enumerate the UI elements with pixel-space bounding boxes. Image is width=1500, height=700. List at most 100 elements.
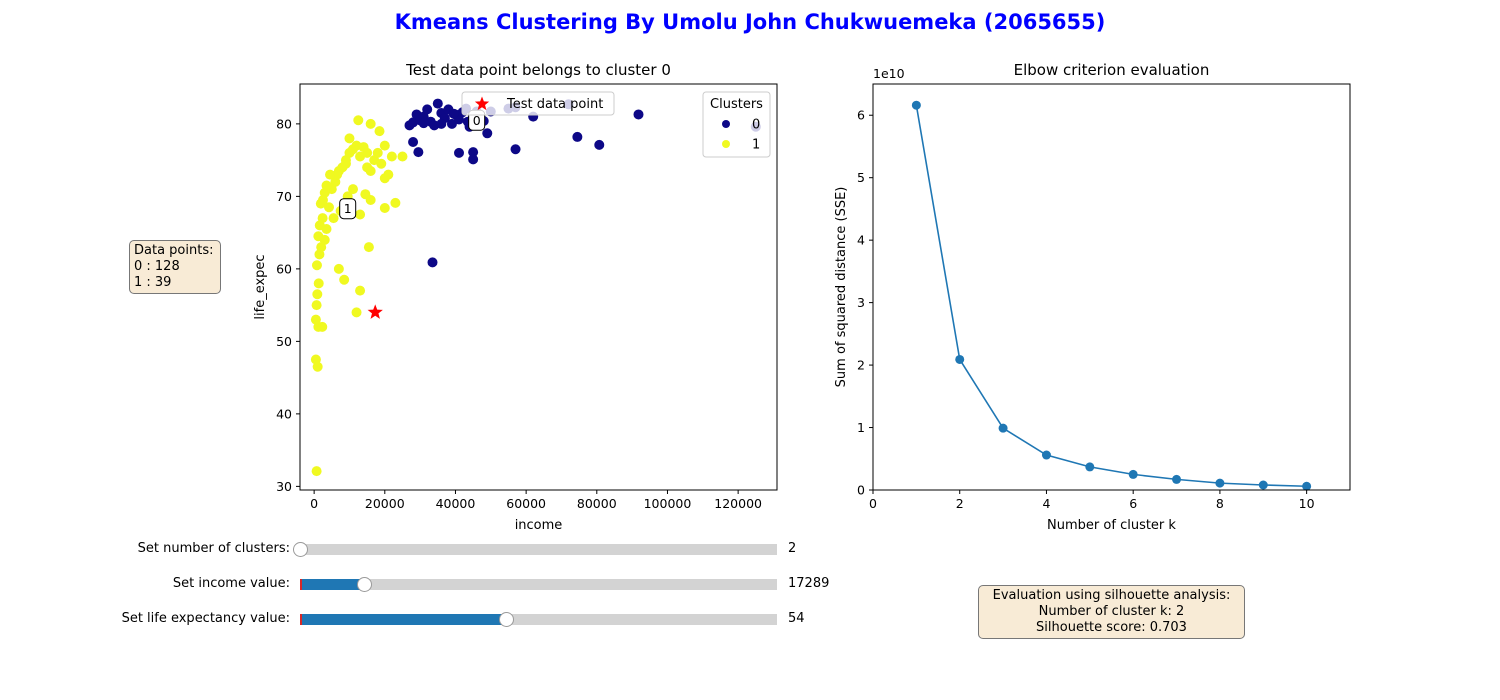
cluster-0-point <box>633 109 644 120</box>
elbow-ytick-label: 6 <box>857 108 865 123</box>
elbow-xtick-label: 4 <box>1042 496 1050 511</box>
cluster-1-point <box>313 278 324 289</box>
cluster-1-point <box>390 197 401 208</box>
cluster-1-point <box>362 147 373 158</box>
cluster-1-point <box>317 213 328 224</box>
scatter-xtick-label: 60000 <box>506 496 546 511</box>
elbow-ytick-label: 2 <box>857 358 865 373</box>
cluster-0-point <box>468 154 479 165</box>
elbow-plot: 0 2 4 6 8 10 0 1 2 3 4 5 6 Elbow criterion evaluation… <box>834 61 1351 533</box>
cluster-0-point <box>468 147 479 158</box>
cluster-1-point <box>379 173 390 184</box>
elbow-xtick-label: 10 <box>1299 496 1315 511</box>
elbow-point <box>1041 450 1051 460</box>
scatter-xtick-label: 120000 <box>714 496 762 511</box>
elbow-title: Elbow criterion evaluation <box>1014 61 1210 79</box>
elbow-ytick-label: 5 <box>857 170 865 185</box>
cluster-1-point <box>321 224 332 234</box>
slider-life-expectancy-value: 54 <box>788 611 805 626</box>
scatter-plot-area: 01 <box>310 98 761 477</box>
cluster-1-point <box>333 263 344 274</box>
cluster-1-point <box>311 466 322 477</box>
cluster-0-point <box>422 104 433 115</box>
elbow-point <box>911 100 921 110</box>
cluster-1-point <box>325 169 336 180</box>
cluster-1-point <box>353 115 364 126</box>
cluster-1-point <box>344 133 355 144</box>
elbow-xtick-label: 8 <box>1216 496 1224 511</box>
cluster-0-point <box>418 118 429 129</box>
centroid-label-0: 0 <box>473 113 481 128</box>
slider-life-expectancy-handle[interactable] <box>499 612 515 627</box>
scatter-ytick-label: 70 <box>276 189 292 204</box>
slider-clusters-label: Set number of clusters: <box>137 541 290 556</box>
silhouette-box: Evaluation using silhouette analysis: Nu… <box>978 585 1245 639</box>
elbow-point <box>1128 469 1138 479</box>
cluster-1-point <box>379 202 390 213</box>
cluster-1-point <box>379 140 390 151</box>
elbow-frame <box>872 83 1351 491</box>
elbow-line <box>915 105 1307 488</box>
data-points-count-1: 1 : 39 <box>134 275 172 290</box>
cluster-1-point <box>376 158 387 169</box>
cluster-0-point <box>454 147 464 158</box>
scatter-xtick-label: 80000 <box>577 496 617 511</box>
elbow-point <box>998 423 1008 433</box>
scatter-ytick-label: 50 <box>276 334 292 349</box>
legend-cluster-0-label: 0 <box>752 118 760 133</box>
cluster-0-point <box>408 137 419 147</box>
slider-life-expectancy-label: Set life expectancy value: <box>121 611 290 626</box>
slider-clusters-track[interactable] <box>293 542 777 557</box>
silhouette-k: Number of cluster k: 2 <box>1038 604 1185 619</box>
cluster-1-point <box>321 180 332 191</box>
cluster-1-point <box>311 260 322 271</box>
slider-income-track[interactable] <box>300 577 777 592</box>
scatter-ytick-label: 60 <box>276 261 292 276</box>
slider-life-expectancy-min-marker <box>300 614 302 625</box>
elbow-point <box>1085 462 1095 472</box>
cluster-1-point <box>351 307 362 318</box>
scatter-ytick-label: 80 <box>276 116 292 131</box>
cluster-0-point <box>436 118 447 129</box>
cluster-1-point <box>310 314 321 325</box>
elbow-point <box>1172 474 1182 484</box>
elbow-point <box>1302 481 1312 491</box>
cluster-0-point <box>594 139 605 150</box>
legend-star-icon <box>474 96 490 111</box>
scatter-ytick-label: 40 <box>276 406 292 421</box>
cluster-1-point <box>312 361 323 372</box>
slider-income-fill <box>300 579 364 590</box>
slider-clusters-value: 2 <box>788 541 797 556</box>
cluster-1-point <box>374 126 385 137</box>
slider-clusters-handle[interactable] <box>293 542 308 557</box>
cluster-0-point <box>427 257 438 268</box>
elbow-ytick-label: 1 <box>857 420 865 435</box>
cluster-1-point <box>311 300 322 311</box>
elbow-xtick-label: 2 <box>956 496 964 511</box>
scatter-plot: 010 20000 40000 60000 80000 100000 12000030405… <box>253 61 778 533</box>
elbow-ytick-label: 4 <box>857 233 865 248</box>
scatter-xtick-label: 0 <box>310 496 318 511</box>
elbow-point <box>1215 478 1225 488</box>
elbow-xtick-label: 6 <box>1129 496 1137 511</box>
cluster-1-point <box>317 195 328 205</box>
legend-clusters-box <box>702 91 771 158</box>
centroid-label-box <box>339 198 357 220</box>
legend-test-point-label: Test data point <box>506 97 603 112</box>
scatter-xtick-label: 100000 <box>644 496 692 511</box>
scatter-xlabel: income <box>515 518 563 533</box>
slider-life-expectancy-track[interactable] <box>300 612 777 627</box>
legend-cluster-1-marker <box>722 140 730 148</box>
cluster-1-point <box>355 209 366 220</box>
slider-income-label: Set income value: <box>172 576 290 591</box>
test-data-point-star <box>367 304 383 319</box>
cluster-1-point <box>323 202 334 213</box>
legend-test-point-box <box>461 91 615 116</box>
cluster-1-point <box>363 242 374 253</box>
slider-income-handle[interactable] <box>356 577 372 592</box>
cluster-1-point <box>365 166 376 176</box>
legend-clusters-title: Clusters <box>710 97 763 112</box>
scatter-xtick-label: 20000 <box>365 496 405 511</box>
cluster-1-point <box>372 147 383 158</box>
silhouette-score: Silhouette score: 0.703 <box>1036 620 1187 635</box>
